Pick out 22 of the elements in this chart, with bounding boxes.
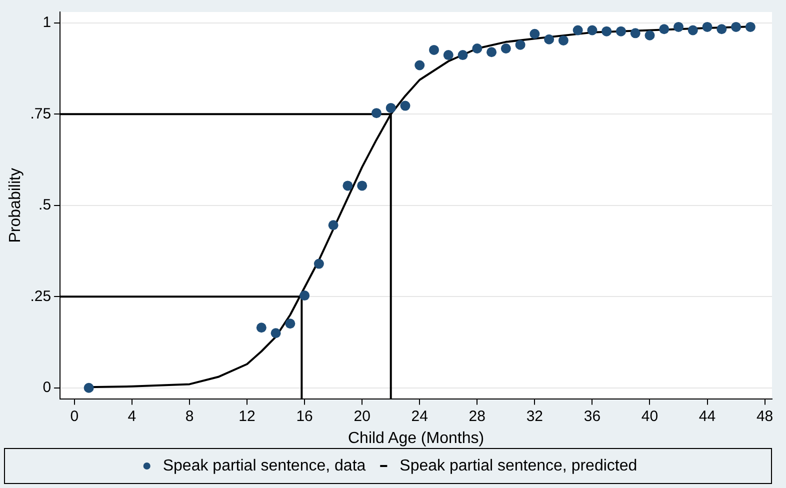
x-tick-label: 12 (238, 408, 256, 425)
legend-label: Speak partial sentence, data (162, 457, 366, 474)
y-axis-title: Probability (7, 168, 24, 243)
x-tick-label: 8 (185, 408, 194, 425)
x-tick-label: 40 (641, 408, 658, 425)
x-tick-label: 44 (698, 408, 716, 425)
x-tick-label: 20 (354, 408, 370, 425)
x-tick-label: 48 (756, 408, 774, 425)
x-tick-label: 4 (128, 408, 136, 425)
y-tick-label: 1 (42, 14, 52, 32)
y-tick-label: .5 (38, 196, 52, 214)
x-tick-label: 32 (526, 408, 544, 425)
x-tick-label: 16 (296, 408, 313, 425)
x-axis-title: Child Age (Months) (348, 430, 484, 447)
x-tick-label: 24 (411, 408, 428, 425)
x-tick-label: 0 (70, 408, 79, 425)
x-tick-label: 28 (468, 408, 486, 425)
y-tick-label: .25 (30, 288, 52, 305)
x-tick-label: 36 (584, 408, 601, 425)
y-tick-label: .75 (30, 105, 52, 122)
legend-label: Speak partial sentence, predicted (400, 457, 638, 474)
y-tick-label: 0 (42, 378, 52, 396)
